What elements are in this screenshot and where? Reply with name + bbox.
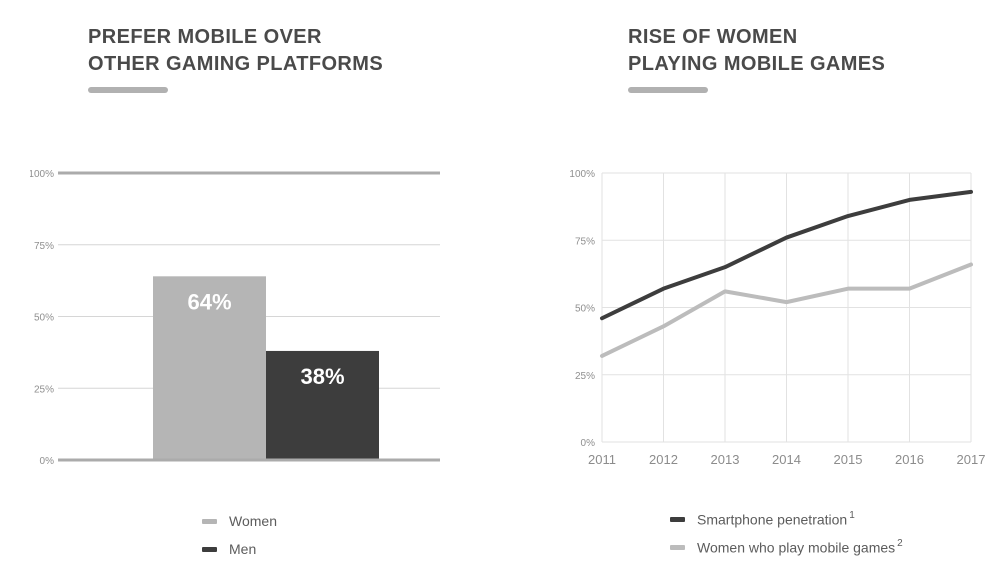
bar-women — [153, 276, 266, 459]
legend-item-women-mobile-games: Women who play mobile games 2 — [670, 538, 903, 556]
line-chart-y-tick-label: 50% — [575, 304, 595, 315]
line-chart-x-tick-label: 2017 — [957, 452, 986, 467]
men-swatch-icon — [202, 546, 217, 552]
line-chart-x-tick-label: 2011 — [588, 452, 616, 467]
legend-item-men: Men — [202, 540, 277, 558]
line-chart-y-tick-label: 100% — [569, 169, 595, 180]
legend-item-smartphone-penetration: Smartphone penetration 1 — [670, 510, 903, 528]
women-mobile-games-swatch-icon — [670, 544, 685, 550]
line-chart-x-tick-label: 2015 — [834, 452, 863, 467]
line-chart-y-tick-label: 25% — [575, 371, 595, 382]
bar-chart-title: PREFER MOBILE OVER OTHER GAMING PLATFORMS — [88, 24, 383, 78]
bar-chart-y-tick-label: 50% — [34, 313, 54, 324]
line-chart-x-tick-label: 2014 — [772, 452, 801, 467]
legend-label-men: Men — [229, 541, 257, 557]
bar-chart-y-tick-label: 75% — [34, 241, 54, 252]
line-chart-x-tick-label: 2012 — [649, 452, 678, 467]
series-line-smartphone-penetration — [600, 189, 973, 321]
legend-label-women-mobile-games: Women who play mobile games 2 — [697, 537, 903, 556]
bar-chart-title-line2: OTHER GAMING PLATFORMS — [88, 53, 384, 75]
line-chart: 2011 2012 2013 2014 2015 2016 2017 0% 25% 50% 75% 1… — [569, 169, 986, 467]
line-chart-title-line2: PLAYING MOBILE GAMES — [628, 53, 886, 75]
line-chart-title-line1: RISE OF WOMEN — [628, 26, 798, 48]
bar-chart-title-line1: PREFER MOBILE OVER — [88, 26, 322, 48]
line-chart-title: RISE OF WOMEN PLAYING MOBILE GAMES — [628, 24, 885, 78]
legend-item-women: Women — [202, 512, 277, 530]
bar-chart-y-tick-label: 100% — [30, 169, 54, 180]
line-chart-title-accent — [628, 87, 708, 93]
women-swatch-icon — [202, 518, 217, 524]
bar-chart-y-tick-label: 25% — [34, 384, 54, 395]
series-line-women-who-play-mobile-games — [600, 262, 973, 358]
bar-chart-y-tick-label: 0% — [40, 456, 55, 467]
footnote-marker-1: 1 — [849, 509, 855, 521]
bar-chart-legend: Women Men — [202, 512, 277, 568]
smartphone-penetration-swatch-icon — [670, 516, 685, 522]
bar-value-label-women: 64% — [187, 289, 231, 314]
bar-value-label-men: 38% — [300, 364, 344, 389]
line-chart-x-tick-label: 2016 — [895, 452, 924, 467]
footnote-marker-2: 2 — [897, 537, 903, 549]
legend-label-women: Women — [229, 513, 277, 529]
bar-men — [266, 350, 379, 459]
line-chart-x-tick-label: 2013 — [711, 452, 740, 467]
line-chart-y-tick-label: 75% — [575, 236, 595, 247]
legend-label-smartphone-penetration: Smartphone penetration 1 — [697, 509, 855, 528]
bar-chart-title-accent — [88, 87, 168, 93]
bar-chart: 0% 25% 50% 75% 100% 64% 38% — [30, 169, 440, 467]
line-chart-y-tick-label: 0% — [581, 438, 596, 449]
line-chart-legend: Smartphone penetration 1 Women who play m… — [670, 510, 903, 566]
